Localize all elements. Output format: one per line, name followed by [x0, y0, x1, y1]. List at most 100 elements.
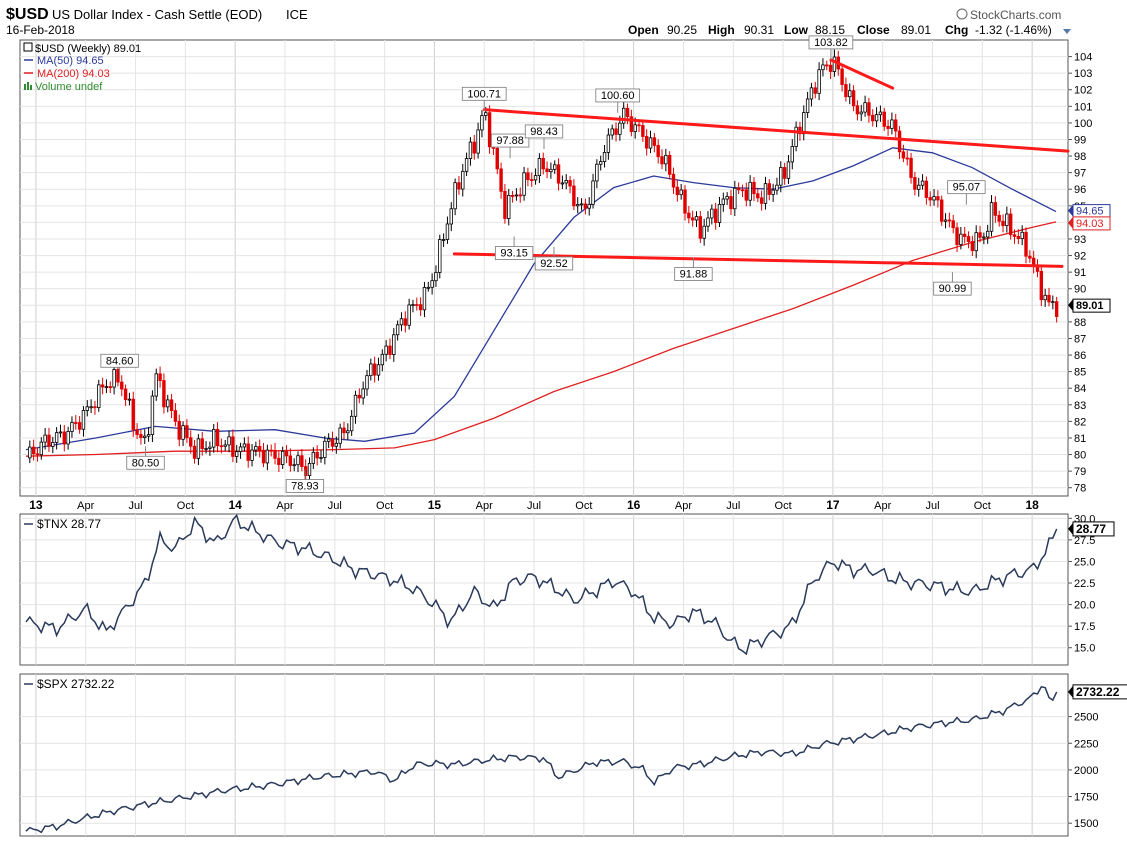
- price-candle-body: [311, 451, 316, 464]
- y-tick-label: 90: [1074, 284, 1086, 296]
- annotation-label: 90.99: [939, 283, 967, 295]
- annotation-box: [947, 180, 986, 195]
- annotation-box: [808, 35, 854, 50]
- price-candle-body: [526, 172, 530, 180]
- price-candle-body: [993, 202, 998, 216]
- price-candle-body: [656, 145, 660, 158]
- price-candle-body: [326, 438, 331, 442]
- price-candle-body: [556, 164, 561, 184]
- price-candle-body: [667, 154, 672, 175]
- last-value-pointer: [1068, 204, 1073, 217]
- price-candle-body: [587, 203, 591, 209]
- price-candle-body: [733, 187, 737, 210]
- price-candle-body: [369, 363, 373, 377]
- spx-panel-frame: [19, 673, 1069, 837]
- price-candle-body: [104, 386, 109, 388]
- price-candle-body: [652, 137, 657, 146]
- price-candle-body: [376, 364, 381, 376]
- price-candle-body: [882, 111, 886, 127]
- price-candle-body: [173, 410, 178, 422]
- price-candle-body: [154, 373, 158, 397]
- price-candle-body: [786, 161, 791, 179]
- price-candle-body: [231, 436, 235, 457]
- price-candle-body: [426, 286, 430, 289]
- x-tick-label: Oct: [177, 500, 194, 512]
- price-candle-body: [533, 175, 538, 181]
- price-candle-body: [415, 304, 419, 306]
- chg-label: Chg: [945, 23, 968, 37]
- price-candle-body: [821, 64, 825, 71]
- annotation-box: [595, 88, 641, 103]
- brand-logo[interactable]: StockCharts.com: [970, 8, 1061, 22]
- annotation-label: 98.43: [530, 126, 558, 138]
- price-candle-body: [407, 304, 411, 326]
- last-value-pointer: [1068, 299, 1073, 312]
- price-candle-body: [963, 233, 967, 237]
- spx-legend: $SPX 2732.22: [24, 677, 115, 691]
- price-candle-body: [300, 455, 304, 468]
- y-tick-label: 96: [1074, 184, 1086, 196]
- price-candle-body: [43, 434, 47, 443]
- price-candle-body: [47, 434, 51, 447]
- price-candle-body: [660, 156, 664, 165]
- price-candle-body: [537, 158, 542, 177]
- price-candle-body: [518, 194, 522, 197]
- price-candle-body: [1016, 236, 1021, 239]
- x-tick-label: 15: [428, 498, 442, 512]
- low-label: Low: [784, 23, 809, 37]
- price-candle-body: [606, 134, 611, 153]
- price-candle-body: [246, 443, 250, 461]
- price-candle-body: [422, 287, 427, 311]
- price-candle-body: [583, 203, 588, 209]
- x-tick-label: Oct: [376, 500, 393, 512]
- annotation-box: [490, 133, 530, 148]
- price-candle-body: [675, 186, 680, 196]
- price-candle-body: [223, 444, 227, 447]
- price-candle-body: [85, 406, 89, 411]
- price-candle-body: [782, 167, 787, 179]
- price-candle-body: [859, 111, 863, 115]
- price-candle-body: [771, 189, 775, 195]
- dropdown-arrow-icon[interactable]: [1063, 29, 1071, 34]
- price-candle-body: [120, 381, 124, 390]
- trendline: [482, 108, 1070, 153]
- price-candle-body: [713, 208, 718, 223]
- x-tick-label: 14: [228, 498, 242, 512]
- price-candles: [28, 49, 1059, 483]
- price-candle-body: [177, 420, 181, 440]
- price-candle-body: [319, 457, 323, 459]
- price-candle-body: [315, 451, 319, 459]
- price-candle-body: [909, 157, 913, 178]
- price-candle-body: [503, 190, 507, 219]
- price-candle-body: [825, 64, 829, 67]
- price-candle-body: [280, 450, 285, 465]
- price-candle-body: [484, 112, 488, 116]
- price-candle-body: [721, 198, 726, 205]
- instrument-name: US Dollar Index - Cash Settle (EOD): [52, 7, 262, 22]
- price-candle-body: [629, 116, 634, 132]
- price-candle-body: [541, 158, 545, 170]
- price-candle-body: [683, 189, 687, 214]
- price-candle-body: [725, 196, 729, 200]
- price-candle-body: [549, 168, 553, 173]
- price-candle-body: [265, 449, 270, 464]
- price-candle-body: [1012, 234, 1017, 237]
- annotation-label: 80.50: [132, 457, 160, 469]
- price-candle-body: [166, 399, 170, 408]
- price-candle-body: [411, 304, 415, 306]
- x-tick-label: Jul: [527, 500, 541, 512]
- x-tick-label: Apr: [874, 500, 891, 512]
- legend-ma50-label: MA(50) 94.65: [37, 55, 104, 67]
- annotation-label: 91.88: [680, 269, 708, 281]
- price-candle-body: [756, 193, 760, 199]
- price-candle-body: [553, 164, 557, 170]
- price-candle-body: [97, 384, 101, 408]
- price-candle-body: [365, 375, 369, 390]
- price-candle-body: [418, 304, 423, 311]
- symbol-title: $USD: [6, 6, 49, 23]
- price-candle-body: [671, 173, 676, 188]
- y-tick-label: 83: [1074, 400, 1086, 412]
